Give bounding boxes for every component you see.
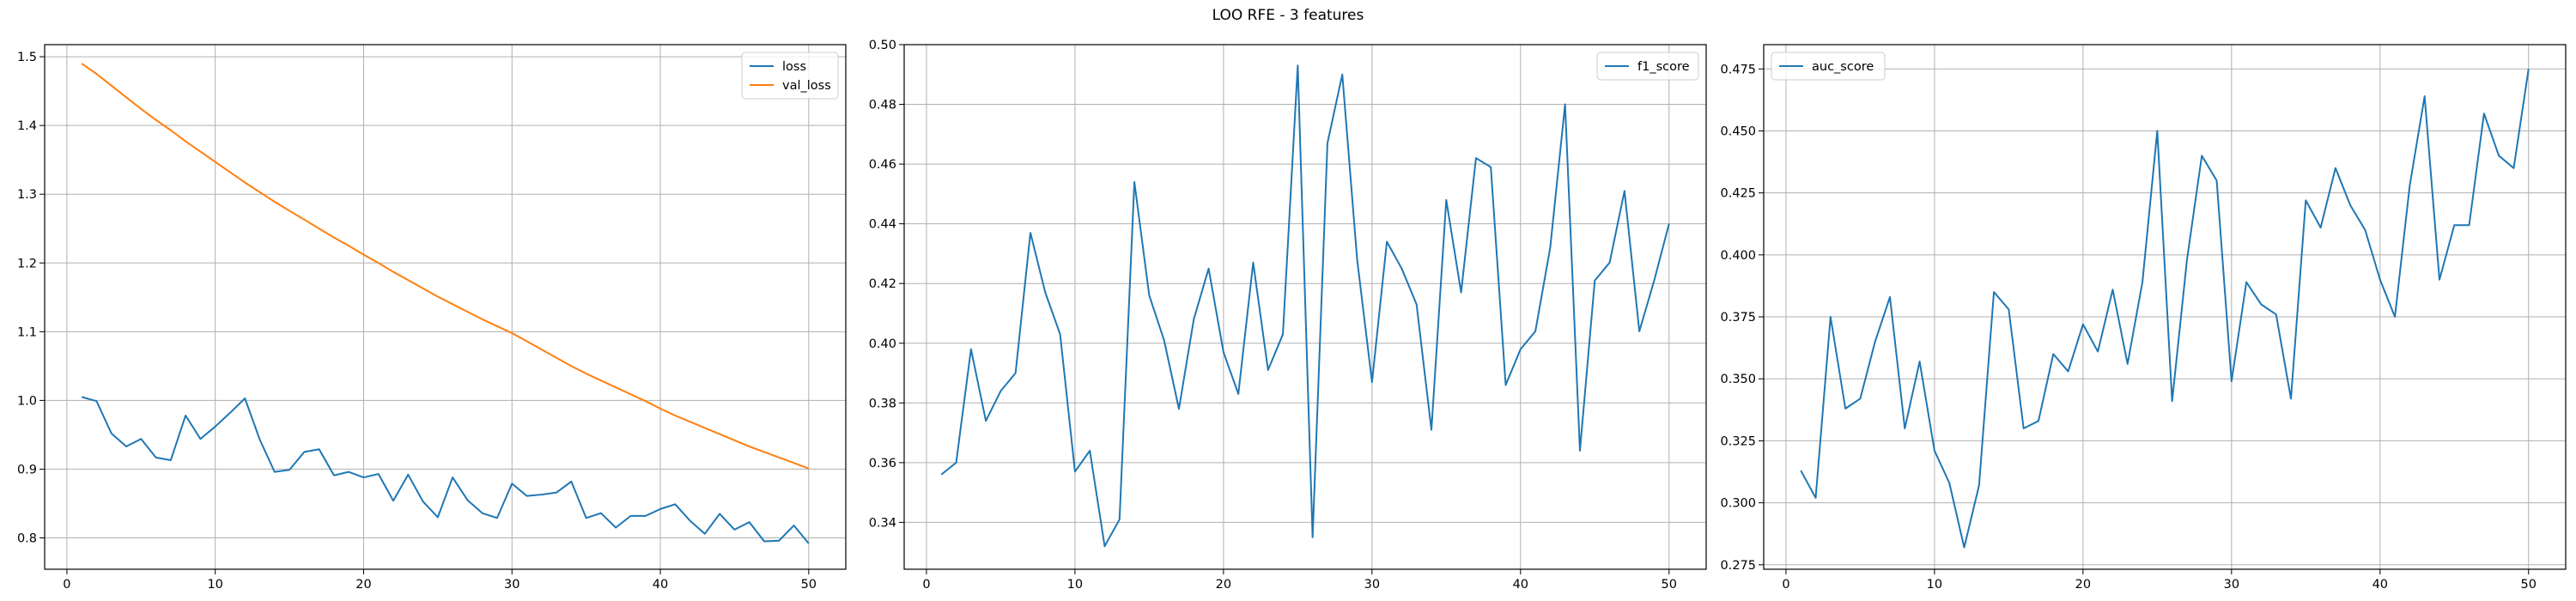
legend: f1_score: [1596, 52, 1699, 81]
subplot-2: 0 10 20 30 40 50 0.34 0.36 0.38 0.40 0.42 0.44 0.46 0…: [869, 39, 1707, 592]
legend-box: [1596, 52, 1699, 81]
y-tick-label: 1.5: [17, 51, 37, 64]
y-tick-label: 0.38: [869, 397, 896, 410]
y-tick-label: 1.3: [17, 188, 37, 202]
y-tick-label: 1.1: [17, 325, 37, 339]
y-tick-label: 0.325: [1720, 434, 1756, 448]
x-tick-label: 40: [1513, 578, 1528, 592]
y-tick-label: 0.475: [1720, 63, 1756, 76]
y-tick-label: 1.2: [17, 257, 37, 270]
y-tick-label: 0.46: [869, 158, 896, 172]
y-tick-label: 0.48: [869, 99, 896, 112]
x-tick-label: 10: [1067, 578, 1083, 592]
y-tick-label: 0.275: [1720, 559, 1756, 573]
y-tick-label: 0.50: [869, 39, 896, 52]
x-tick-label: 10: [207, 578, 222, 592]
y-tick-label: 0.40: [869, 337, 896, 351]
x-tick-label: 20: [2075, 578, 2091, 592]
subplot-3: 0 10 20 30 40 50 0.275 0.300 0.325 0.350 0.375 0.40…: [1720, 44, 2567, 592]
x-tick-label: 30: [1364, 578, 1380, 592]
x-tick-label: 20: [1216, 578, 1231, 592]
x-tick-label: 40: [653, 578, 668, 592]
axes-frame: [1763, 44, 2567, 570]
y-tick-label: 1.0: [17, 394, 37, 408]
y-tick-label: 0.350: [1720, 373, 1756, 386]
series-line-f1_score: [940, 64, 1670, 548]
subplot-1: 0 10 20 30 40 50 0.8 0.9 1.0 1.1 1.2 1.3 1.4 1.5 loss v…: [17, 44, 847, 592]
y-tick-label: 0.36: [869, 457, 896, 470]
y-tick-label: 0.34: [869, 516, 896, 530]
y-tick-label: 0.44: [869, 218, 896, 232]
x-tick-label: 0: [922, 578, 930, 592]
y-tick-label: 1.4: [17, 119, 37, 133]
x-tick-label: 50: [2521, 578, 2537, 592]
legend-box: [741, 52, 839, 100]
y-tick-label: 0.450: [1720, 124, 1756, 138]
legend-label-auc_score: auc_score: [1812, 60, 1874, 74]
axes-frame: [903, 44, 1707, 570]
y-tick-label: 0.375: [1720, 311, 1756, 325]
y-tick-label: 0.425: [1720, 187, 1756, 201]
y-tick-label: 0.9: [17, 463, 37, 477]
x-tick-label: 40: [2372, 578, 2388, 592]
x-tick-label: 10: [1927, 578, 1942, 592]
series-line-auc_score: [1800, 69, 2530, 549]
legend-label-val_loss: val_loss: [782, 79, 831, 93]
axes-frame: [44, 44, 847, 570]
y-tick-label: 0.300: [1720, 497, 1756, 511]
legend: loss val_loss: [741, 52, 839, 100]
x-tick-label: 50: [1662, 578, 1677, 592]
legend: auc_score: [1771, 52, 1886, 81]
legend-box: [1771, 52, 1886, 81]
figure-title: LOO RFE - 3 features: [1212, 7, 1364, 24]
x-tick-label: 20: [355, 578, 371, 592]
y-tick-label: 0.400: [1720, 249, 1756, 263]
x-tick-label: 0: [1782, 578, 1789, 592]
x-tick-label: 0: [63, 578, 70, 592]
y-tick-label: 0.42: [869, 277, 896, 291]
series-line-val_loss: [81, 63, 810, 470]
y-tick-label: 0.8: [17, 531, 37, 545]
x-tick-label: 30: [2224, 578, 2239, 592]
x-tick-label: 50: [801, 578, 817, 592]
series-line-loss: [81, 396, 810, 544]
legend-label-loss: loss: [782, 60, 806, 74]
legend-label-f1_score: f1_score: [1637, 60, 1690, 74]
x-tick-label: 30: [504, 578, 519, 592]
